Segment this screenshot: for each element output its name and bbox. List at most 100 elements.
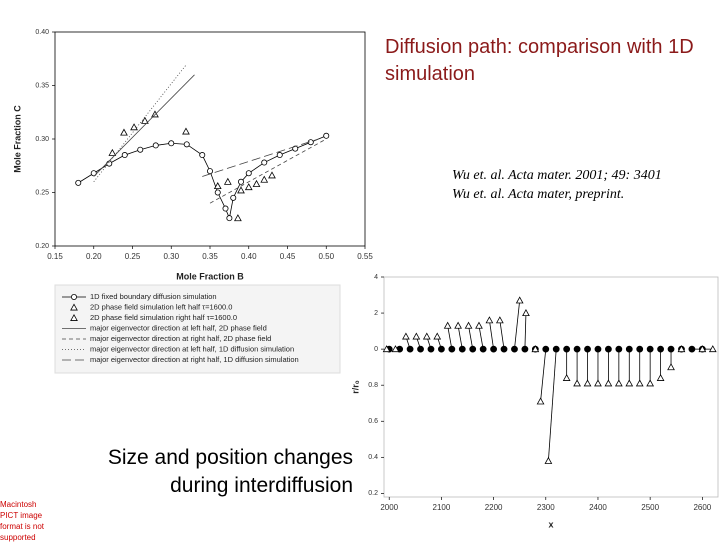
stem xyxy=(524,313,527,350)
marker xyxy=(656,373,665,381)
legend-label: 2D phase field simulation left half τ=16… xyxy=(90,302,232,311)
y-axis-label: r/r₀ xyxy=(350,380,360,394)
x-tick-label: 2400 xyxy=(589,503,607,512)
marker xyxy=(260,175,269,183)
marker xyxy=(698,345,707,353)
y-tick-label: 0.40 xyxy=(35,29,49,36)
marker xyxy=(292,145,299,152)
marker xyxy=(152,142,159,149)
marker xyxy=(536,397,545,405)
marker xyxy=(90,170,97,177)
marker xyxy=(542,345,550,353)
marker xyxy=(469,345,477,353)
marker xyxy=(667,363,675,371)
marker xyxy=(199,152,206,159)
legend-label: 2D phase field simulation right half τ=1… xyxy=(90,313,237,322)
plot-area xyxy=(383,276,719,498)
marker xyxy=(433,332,442,340)
series-line xyxy=(209,138,327,204)
marker xyxy=(584,345,591,353)
marker xyxy=(391,345,400,353)
series-line xyxy=(93,74,195,177)
marker xyxy=(252,179,261,187)
stem xyxy=(540,349,547,402)
marker xyxy=(412,332,421,340)
marker xyxy=(213,182,222,190)
marker xyxy=(406,345,414,353)
x-tick-label: 2600 xyxy=(693,503,711,512)
marker xyxy=(183,141,190,148)
marker xyxy=(636,345,644,353)
marker xyxy=(323,132,330,139)
legend-label: major eigenvector direction at left half… xyxy=(90,344,294,353)
marker xyxy=(141,116,149,124)
reference: Wu et. al. Acta mater. 2001; 49: 3401 xyxy=(452,168,662,183)
marker xyxy=(137,146,144,153)
marker xyxy=(522,309,530,317)
marker xyxy=(635,379,644,387)
y-tick-label: 0.2 xyxy=(368,490,378,497)
x-tick-label: 0.30 xyxy=(163,252,179,261)
marker xyxy=(214,189,221,196)
marker xyxy=(438,345,445,353)
y-tick-label: 2 xyxy=(374,310,378,317)
marker xyxy=(544,456,553,464)
marker xyxy=(495,316,504,324)
marker xyxy=(151,110,159,118)
y-tick-label: 0.6 xyxy=(368,418,378,425)
marker xyxy=(475,321,483,329)
y-tick-label: 4 xyxy=(374,274,378,281)
marker xyxy=(106,160,113,167)
marker xyxy=(454,321,462,329)
y-tick-label: 0.8 xyxy=(368,382,378,389)
series-line xyxy=(202,138,319,177)
y-tick-label: 0.25 xyxy=(35,189,49,196)
legend-marker xyxy=(71,293,78,300)
marker xyxy=(237,186,245,194)
marker xyxy=(75,179,82,186)
marker xyxy=(206,168,213,175)
marker xyxy=(382,345,391,353)
x-tick-label: 0.15 xyxy=(47,252,63,261)
marker xyxy=(182,127,190,135)
marker xyxy=(402,332,410,340)
legend-label: major eigenvector direction at right hal… xyxy=(90,334,271,343)
marker xyxy=(562,373,571,381)
marker xyxy=(230,194,237,201)
stem xyxy=(489,320,494,350)
y-tick-label: 0.20 xyxy=(35,243,49,250)
marker xyxy=(237,178,244,185)
legend-label: major eigenvector direction at left half… xyxy=(90,323,267,332)
marker xyxy=(244,183,253,191)
legend-label: major eigenvector direction at right hal… xyxy=(90,355,299,364)
marker xyxy=(422,332,431,340)
stem xyxy=(468,325,474,350)
marker xyxy=(521,345,529,353)
marker xyxy=(417,345,424,353)
series-line xyxy=(93,63,188,183)
marker xyxy=(583,379,592,387)
x-tick-label: 0.55 xyxy=(357,252,373,261)
marker xyxy=(625,345,633,353)
marker xyxy=(268,171,276,179)
marker xyxy=(615,345,623,353)
marker xyxy=(646,379,655,387)
marker xyxy=(130,123,138,131)
x-tick-label: 0.20 xyxy=(86,252,102,261)
legend-label: 1D fixed boundary diffusion simulation xyxy=(90,292,217,301)
legend-marker xyxy=(70,303,78,311)
x-axis-label: Mole Fraction B xyxy=(176,271,244,281)
marker xyxy=(485,316,494,324)
marker xyxy=(667,345,675,353)
marker xyxy=(688,345,696,353)
marker xyxy=(108,148,117,156)
marker xyxy=(614,379,623,387)
marker xyxy=(226,215,233,222)
marker xyxy=(677,345,686,353)
marker xyxy=(708,345,717,353)
x-tick-label: 0.35 xyxy=(202,252,218,261)
marker xyxy=(245,170,252,177)
marker xyxy=(594,379,602,387)
